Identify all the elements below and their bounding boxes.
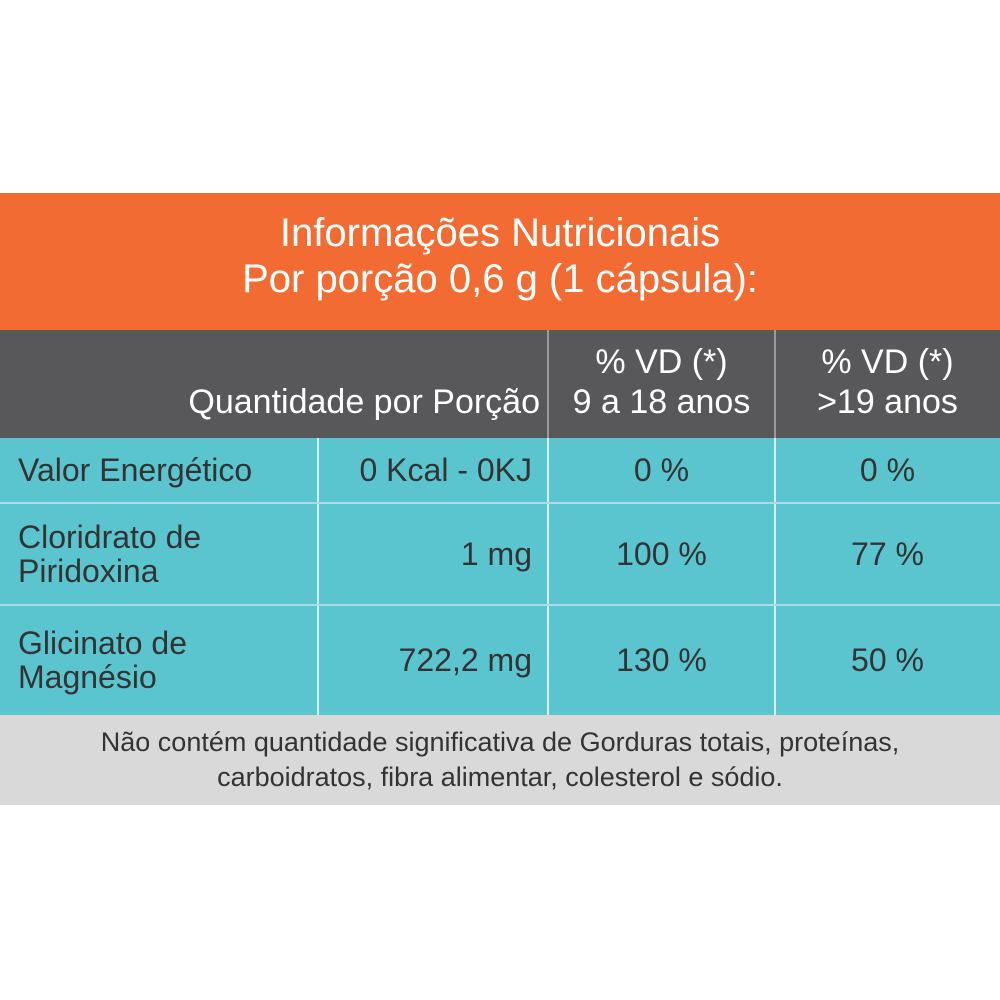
footer-line: Não contém quantidade significativa de G… xyxy=(100,727,900,757)
row-name: Glicinato de Magnésio xyxy=(18,605,318,715)
body-band xyxy=(0,438,1000,715)
vd-9-18: 100 % xyxy=(616,535,707,572)
column-header: % VD (*) >19 anos xyxy=(775,342,1000,422)
divider xyxy=(774,438,776,715)
footer: Não contém quantidade significativa de G… xyxy=(0,725,1000,795)
vd-19: 77 % xyxy=(851,535,924,572)
vd-9-18: 0 % xyxy=(633,452,690,488)
amount: 1 mg xyxy=(460,535,532,572)
amount: 722,2 mg xyxy=(398,642,532,678)
title-band xyxy=(0,193,1000,330)
amount: 0 Kcal - 0KJ xyxy=(359,452,532,488)
row-name-line: Valor Energético xyxy=(18,452,253,488)
column-header-line: 9 a 18 anos xyxy=(572,383,751,421)
divider xyxy=(547,438,549,715)
footer-band xyxy=(0,715,1000,805)
column-header: % VD (*) 9 a 18 anos xyxy=(548,342,775,422)
header-band xyxy=(0,330,1000,438)
column-header-line: % VD (*) xyxy=(821,343,954,381)
title: Informações Nutricionais Por porção 0,6 … xyxy=(0,210,1000,302)
footer-line: carboidratos, fibra alimentar, colestero… xyxy=(217,762,783,792)
vd-9-18: 130 % xyxy=(616,642,707,678)
row-name-line: Glicinato de xyxy=(18,625,187,661)
row-name: Cloridrato de Piridoxina xyxy=(18,503,318,604)
column-header: Quantidade por Porção xyxy=(188,383,540,421)
row-name-line: Magnésio xyxy=(18,659,157,695)
vd-19: 0 % xyxy=(859,452,916,488)
row-divider xyxy=(0,604,1000,606)
title-line: Por porção 0,6 g (1 cápsula): xyxy=(242,257,758,301)
vd-19: 50 % xyxy=(851,642,924,678)
row-divider xyxy=(0,502,1000,504)
row-name: Valor Energético xyxy=(18,438,318,502)
row-name-line: Cloridrato de xyxy=(18,518,202,555)
divider xyxy=(317,438,319,715)
column-header-line: % VD (*) xyxy=(595,343,728,381)
column-header-line: >19 anos xyxy=(817,383,958,421)
row-name-line: Piridoxina xyxy=(18,552,159,589)
title-line: Informações Nutricionais xyxy=(279,211,721,255)
